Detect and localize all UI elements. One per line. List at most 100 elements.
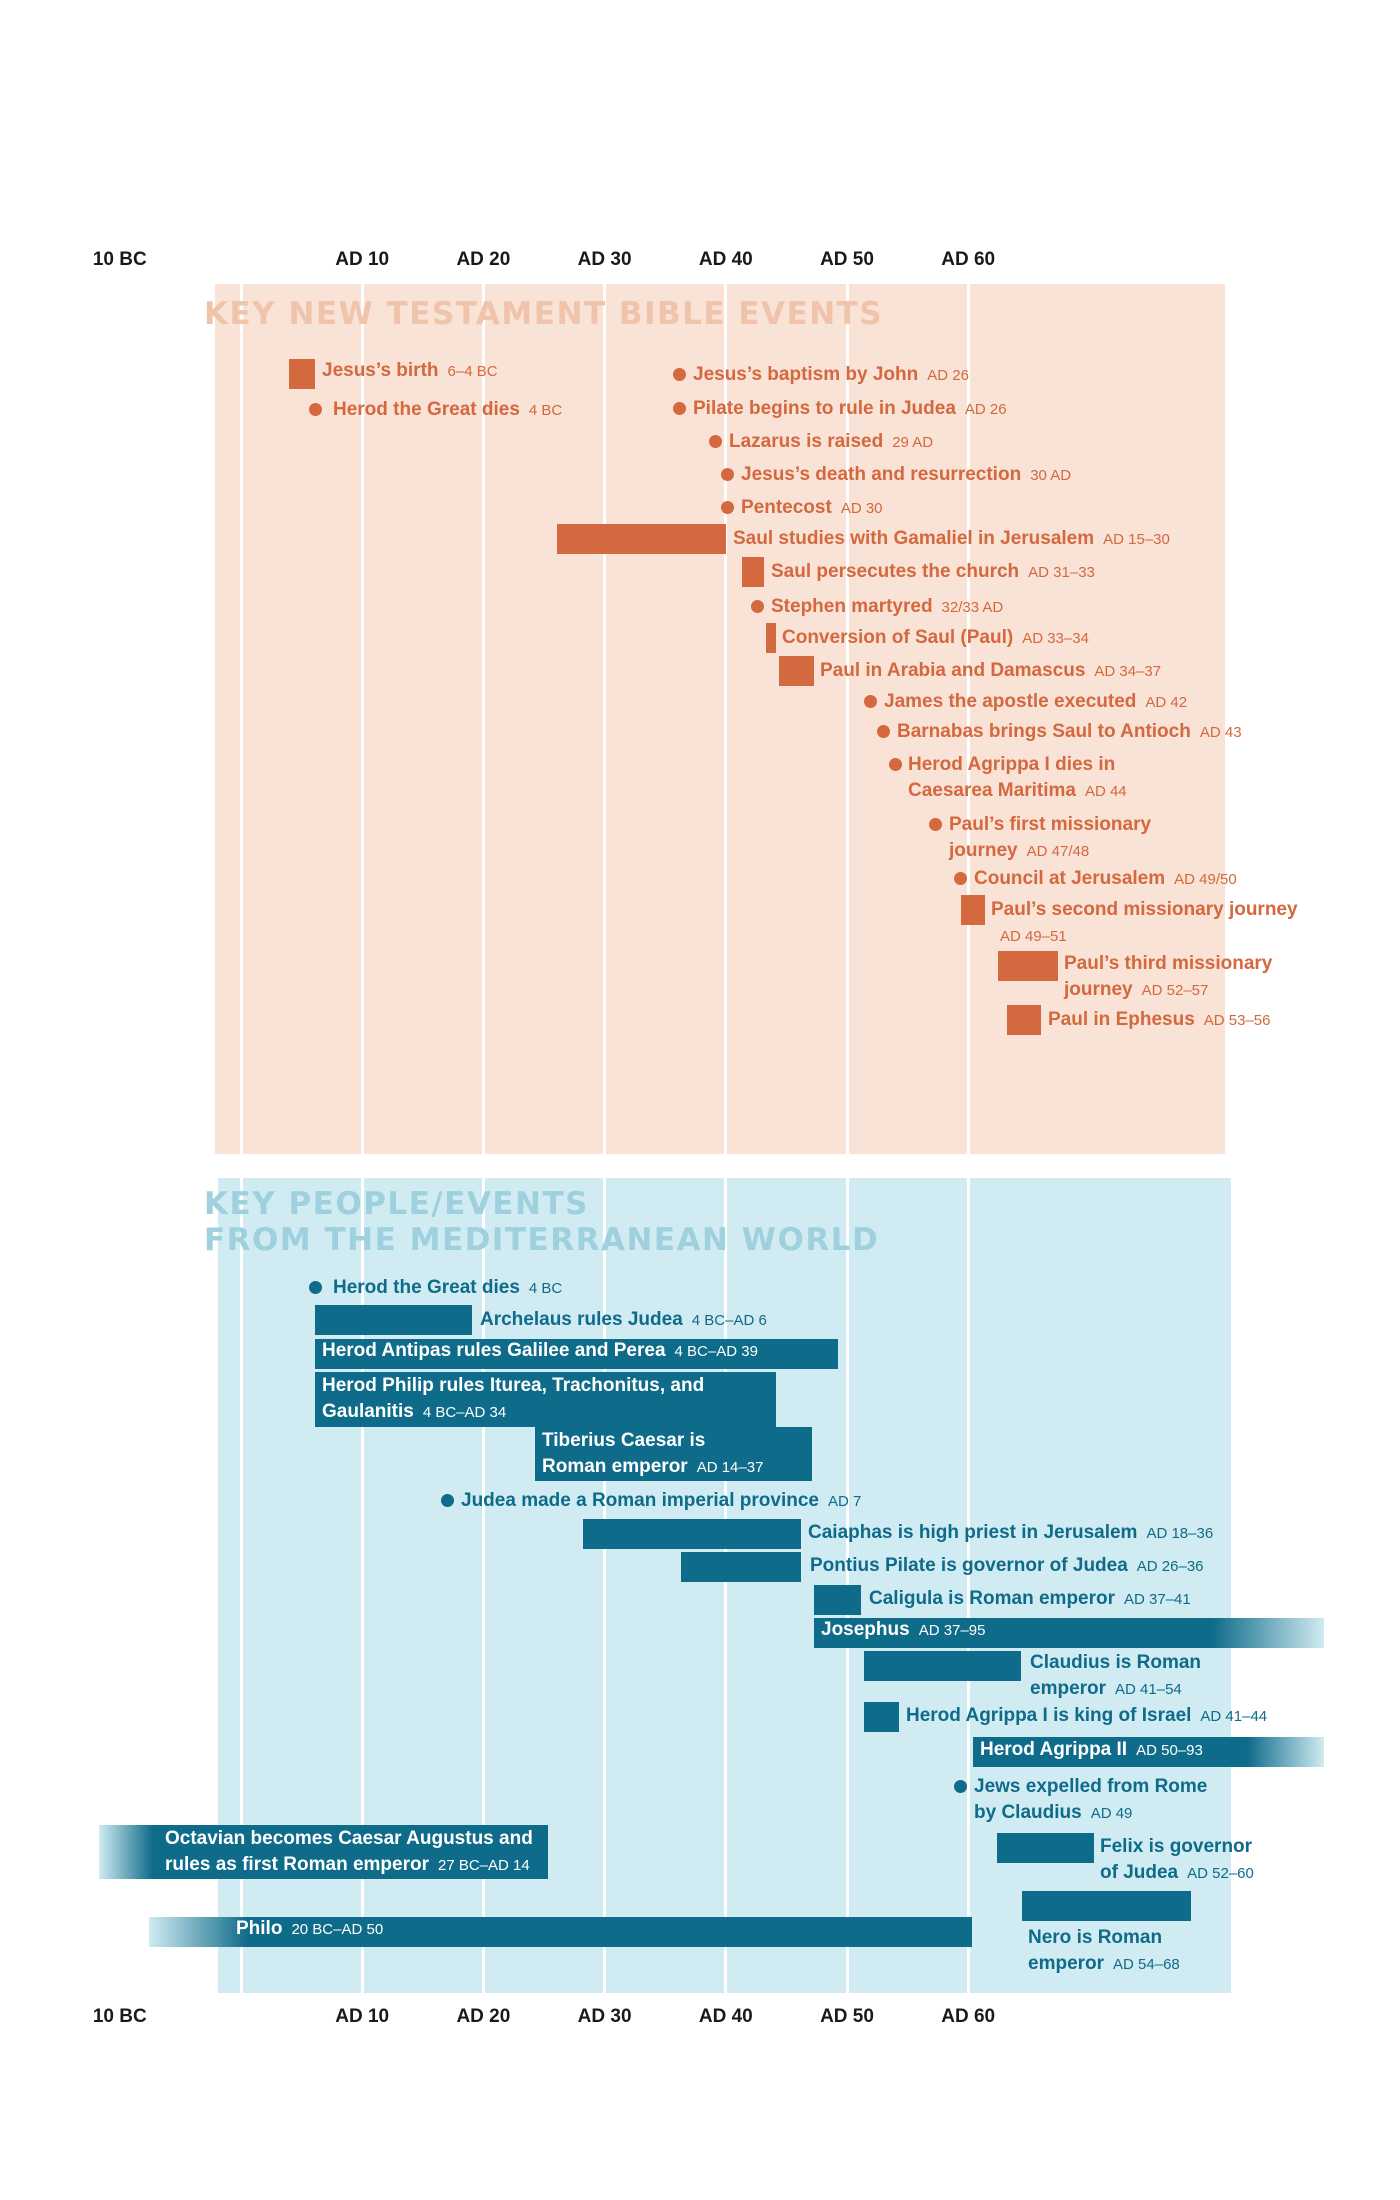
event-dot	[953, 871, 967, 885]
event-label: Paul in Arabia and Damascus AD 34–37	[820, 658, 1161, 685]
event-date: AD 26–36	[1136, 1558, 1204, 1575]
gridline	[603, 284, 607, 1154]
event-name: Saul persecutes the church	[771, 561, 1020, 582]
event-label: Pilate begins to rule in Judea AD 26	[693, 396, 1007, 423]
event-label: Octavian becomes Caesar Augustus and rule…	[165, 1826, 533, 1879]
event-label: Paul’s third missionary journey AD 52–57	[1064, 951, 1272, 1004]
event-dot	[953, 1779, 967, 1793]
nt-events-panel	[215, 284, 1225, 1154]
event-name: Jesus’s death and resurrection	[741, 464, 1022, 485]
event-label: Paul’s first missionary journey AD 47/48	[949, 812, 1151, 865]
gridline	[239, 1178, 243, 1993]
event-name: Caiaphas is high priest in Jerusalem	[808, 1522, 1138, 1543]
event-date: AD 18–36	[1146, 1525, 1214, 1542]
event-date: 6–4 BC	[447, 363, 498, 380]
event-name: Nero is Roman	[1028, 1927, 1163, 1948]
event-date: 20 BC–AD 50	[291, 1921, 384, 1938]
gridline	[603, 1178, 607, 1993]
gridline	[724, 284, 728, 1154]
event-date: 4 BC	[528, 402, 563, 419]
event-label: Paul’s second missionary journey AD 49–51	[991, 897, 1298, 950]
event-label: Judea made a Roman imperial province AD 7	[461, 1488, 861, 1515]
event-name: Herod Agrippa I is king of Israel	[906, 1705, 1192, 1726]
event-date: AD 15–30	[1103, 531, 1170, 548]
event-bar	[973, 1737, 1324, 1767]
event-bar	[315, 1372, 776, 1427]
event-date: 29 AD	[892, 434, 934, 451]
event-bar	[998, 951, 1058, 981]
event-date: 4 BC–AD 34	[422, 1404, 507, 1421]
event-bar	[149, 1917, 972, 1947]
gridline	[118, 284, 122, 1154]
axis-tick-label: 10 BC	[92, 2006, 147, 2027]
event-date: AD 43	[1199, 724, 1242, 741]
event-name: Tiberius Caesar is	[542, 1430, 706, 1451]
event-dot	[440, 1493, 454, 1507]
event-name: Herod Philip rules Iturea, Trachonitus, …	[322, 1375, 705, 1396]
event-bar	[1022, 1891, 1191, 1921]
axis-tick-label: AD 10	[335, 2006, 390, 2027]
axis-tick-label: AD 60	[941, 2006, 996, 2027]
event-bar	[289, 359, 315, 389]
event-label: Herod Philip rules Iturea, Trachonitus, …	[322, 1373, 704, 1426]
event-date: 4 BC–AD 6	[691, 1312, 767, 1329]
event-bar	[779, 656, 814, 686]
axis-tick-label: AD 10	[335, 249, 390, 270]
event-name: Jesus’s birth	[322, 360, 439, 381]
event-bar	[864, 1702, 899, 1732]
event-label: Lazarus is raised 29 AD	[729, 429, 933, 456]
event-date: AD 26	[927, 367, 969, 384]
event-label: Josephus AD 37–95	[821, 1617, 985, 1644]
event-name: Conversion of Saul (Paul)	[782, 627, 1014, 648]
event-name: Paul in Ephesus	[1048, 1009, 1195, 1030]
event-name: Paul in Arabia and Damascus	[820, 660, 1086, 681]
event-name: Pontius Pilate is governor of Judea	[810, 1555, 1128, 1576]
event-date: AD 53–56	[1203, 1012, 1271, 1029]
event-name: Paul’s first missionary	[949, 814, 1152, 835]
event-bar	[99, 1825, 548, 1879]
event-bar	[315, 1305, 472, 1335]
event-bar	[742, 557, 764, 587]
event-label: Conversion of Saul (Paul) AD 33–34	[782, 625, 1089, 652]
event-label: Jesus’s baptism by John AD 26	[693, 362, 969, 389]
event-name: Pilate begins to rule in Judea	[693, 398, 956, 419]
event-dot	[876, 724, 890, 738]
event-name: Council at Jerusalem	[974, 868, 1166, 889]
event-name: Judea made a Roman imperial province	[461, 1490, 819, 1511]
event-label: Council at Jerusalem AD 49/50	[974, 866, 1237, 893]
event-bar	[961, 895, 985, 925]
event-date: AD 33–34	[1022, 630, 1089, 647]
event-label: Barnabas brings Saul to Antioch AD 43	[897, 719, 1242, 746]
event-label: Nero is Roman emperor AD 54–68	[1028, 1925, 1180, 1978]
event-name-cont: of Judea	[1100, 1862, 1179, 1883]
event-date: 32/33 AD	[941, 599, 1004, 616]
event-name-cont: Roman emperor	[542, 1456, 688, 1477]
event-bar	[681, 1552, 801, 1582]
event-label: Jesus’s death and resurrection 30 AD	[741, 462, 1071, 489]
event-name: Herod Agrippa II	[980, 1739, 1128, 1760]
event-bar	[814, 1618, 1324, 1648]
axis-tick-label: AD 30	[577, 2006, 632, 2027]
axis-tick-label: AD 60	[941, 249, 996, 270]
event-label: Saul persecutes the church AD 31–33	[771, 559, 1095, 586]
event-name: Jesus’s baptism by John	[693, 364, 919, 385]
event-date: AD 14–37	[696, 1459, 764, 1476]
event-bar	[814, 1585, 861, 1615]
event-name-cont: by Claudius	[974, 1802, 1082, 1823]
event-name: Philo	[236, 1918, 283, 1939]
event-label: Pontius Pilate is governor of Judea AD 26…	[810, 1553, 1204, 1580]
axis-tick-label: AD 50	[820, 2006, 874, 2027]
event-name: Barnabas brings Saul to Antioch	[897, 721, 1191, 742]
gridline	[239, 284, 243, 1154]
event-bar	[997, 1833, 1094, 1863]
event-label: James the apostle executed AD 42	[884, 689, 1187, 716]
event-label: Herod Agrippa I dies in Caesarea Maritima…	[908, 752, 1127, 805]
event-bar	[766, 623, 776, 653]
event-label: Tiberius Caesar is Roman emperor AD 14–37	[542, 1428, 763, 1481]
event-name: Herod the Great dies	[333, 399, 520, 420]
event-date: 30 AD	[1030, 467, 1072, 484]
event-dot	[750, 599, 764, 613]
gridline	[360, 284, 364, 1154]
section-title-line: KEY PEOPLE/EVENTS	[204, 1186, 589, 1222]
event-name-cont: journey	[1064, 979, 1133, 1000]
